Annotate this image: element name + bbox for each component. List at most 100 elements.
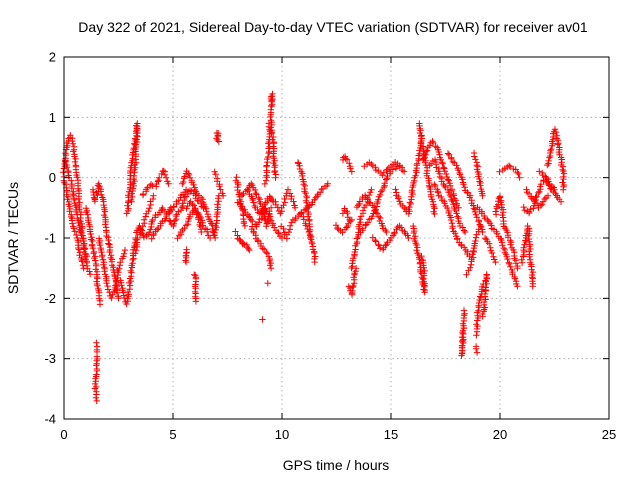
data-point xyxy=(530,205,537,212)
data-point xyxy=(444,150,452,157)
data-point xyxy=(287,222,294,229)
data-point xyxy=(196,221,203,229)
data-point xyxy=(69,140,77,147)
data-point xyxy=(271,167,279,175)
x-tick-label: 20 xyxy=(493,427,507,442)
data-point xyxy=(71,196,78,204)
data-point xyxy=(406,199,414,206)
data-point xyxy=(547,147,554,154)
x-tick-label: 10 xyxy=(275,427,289,442)
data-point xyxy=(259,316,266,323)
data-point xyxy=(132,250,139,257)
data-point xyxy=(455,166,462,174)
data-point xyxy=(165,180,172,187)
data-point xyxy=(255,194,262,202)
data-point xyxy=(372,206,379,213)
data-point xyxy=(560,170,568,177)
data-point xyxy=(170,220,178,227)
data-point xyxy=(364,219,372,226)
data-point xyxy=(83,207,91,214)
data-point xyxy=(546,154,553,161)
data-point xyxy=(420,286,427,293)
data-point xyxy=(124,202,131,209)
data-point xyxy=(545,157,552,165)
data-point xyxy=(80,242,87,249)
data-point xyxy=(267,124,275,131)
data-point xyxy=(486,240,493,247)
y-tick-label: -2 xyxy=(44,291,56,306)
data-point xyxy=(377,214,384,222)
data-point xyxy=(72,155,79,163)
data-point xyxy=(492,208,499,215)
data-point xyxy=(246,246,253,254)
data-point xyxy=(499,242,506,249)
data-point xyxy=(527,206,534,213)
data-point xyxy=(555,148,563,156)
data-point xyxy=(240,220,248,227)
data-point xyxy=(89,244,97,252)
data-point xyxy=(81,246,88,253)
data-point xyxy=(104,286,112,293)
data-point xyxy=(352,265,360,272)
chart-title: Day 322 of 2021, Sidereal Day-to-day VTE… xyxy=(78,19,588,35)
data-point xyxy=(87,230,94,238)
data-point xyxy=(266,208,273,215)
data-point xyxy=(461,310,468,317)
data-point xyxy=(471,153,478,160)
data-point xyxy=(475,226,482,233)
data-point xyxy=(445,209,452,217)
data-point xyxy=(217,186,224,193)
data-point xyxy=(470,202,477,209)
data-point xyxy=(105,240,112,247)
data-point xyxy=(140,216,148,223)
data-point xyxy=(368,160,375,168)
data-point xyxy=(123,300,130,308)
data-point xyxy=(115,295,122,302)
data-point xyxy=(461,184,468,191)
y-tick-labels: -4 -3 -2 -1 0 1 2 xyxy=(44,50,56,427)
data-point xyxy=(506,260,513,268)
data-point xyxy=(299,172,306,180)
data-point xyxy=(366,199,373,206)
data-point xyxy=(507,263,514,270)
data-point xyxy=(301,188,308,195)
data-point xyxy=(418,252,425,260)
data-point xyxy=(302,222,310,229)
data-point xyxy=(400,168,408,175)
data-point xyxy=(427,160,435,167)
data-point xyxy=(125,205,132,212)
data-point xyxy=(476,178,483,185)
data-point xyxy=(560,186,567,193)
data-point xyxy=(484,216,491,223)
data-point xyxy=(214,136,221,144)
data-point xyxy=(88,236,95,243)
data-point xyxy=(62,150,69,157)
x-tick-labels: 0 5 10 15 20 25 xyxy=(60,427,616,442)
data-point xyxy=(371,237,379,244)
data-point xyxy=(413,160,421,167)
data-point xyxy=(112,282,119,289)
data-point xyxy=(214,201,221,208)
data-point xyxy=(259,245,266,252)
data-point xyxy=(456,222,464,230)
data-point xyxy=(106,241,113,248)
data-point xyxy=(431,181,438,188)
data-point xyxy=(280,225,287,233)
data-point xyxy=(255,219,263,226)
data-point xyxy=(156,174,163,181)
data-point xyxy=(342,155,349,162)
data-point xyxy=(128,198,135,205)
data-point xyxy=(179,200,186,207)
data-point xyxy=(96,241,104,249)
data-point xyxy=(62,158,69,166)
data-point xyxy=(413,247,420,254)
data-point xyxy=(309,240,316,247)
data-point xyxy=(94,282,101,289)
data-point xyxy=(92,257,99,264)
data-point xyxy=(92,378,99,385)
data-point xyxy=(211,229,218,236)
data-point xyxy=(149,182,156,189)
y-tick-label: 0 xyxy=(49,170,56,185)
y-tick-label: -1 xyxy=(44,231,56,246)
data-point xyxy=(266,262,274,269)
